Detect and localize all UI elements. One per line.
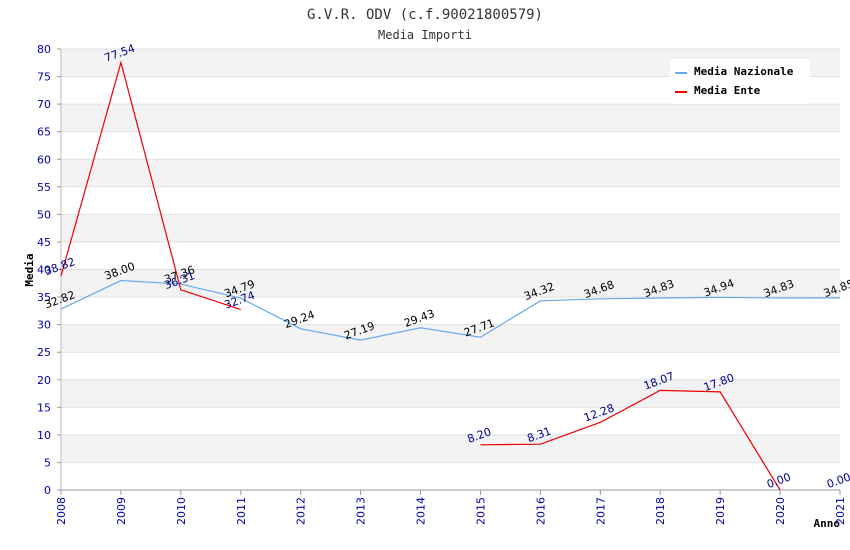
y-tick-label: 75 bbox=[37, 71, 51, 84]
grid-band bbox=[61, 379, 840, 408]
legend: Media Nazionale Media Ente bbox=[670, 59, 810, 104]
y-tick-label: 15 bbox=[37, 401, 51, 414]
x-tick-label: 2008 bbox=[55, 497, 68, 525]
x-tick-label: 2020 bbox=[774, 497, 787, 525]
x-ticks: 2008 2009 2010 2011 2012 2013 2014 2015 2016 2017… bbox=[55, 490, 847, 525]
x-axis-title: Anno bbox=[814, 517, 841, 530]
x-tick-label: 2015 bbox=[474, 497, 487, 525]
y-tick-label: 40 bbox=[37, 264, 51, 277]
y-tick-label: 10 bbox=[37, 429, 51, 442]
grid-band bbox=[61, 214, 840, 242]
x-tick-label: 2016 bbox=[534, 497, 547, 525]
series-line bbox=[60, 60, 241, 311]
x-tick-label: 2011 bbox=[235, 497, 248, 525]
y-tick-label: 65 bbox=[37, 126, 51, 139]
legend-label-ente: Media Ente bbox=[694, 84, 761, 97]
y-tick-label: 35 bbox=[37, 291, 51, 304]
x-tick-label: 2009 bbox=[115, 497, 128, 525]
y-tick-label: 55 bbox=[37, 181, 51, 194]
grid-bands bbox=[61, 49, 840, 463]
legend-box bbox=[670, 59, 810, 104]
y-axis-title: Media bbox=[23, 253, 36, 286]
y-tick-label: 60 bbox=[37, 153, 51, 166]
x-tick-label: 2012 bbox=[295, 497, 308, 525]
x-tick-label: 2013 bbox=[355, 497, 368, 525]
x-tick-label: 2010 bbox=[175, 497, 188, 525]
grid-band bbox=[61, 269, 840, 298]
series-line bbox=[480, 389, 781, 491]
grid-band bbox=[61, 434, 840, 463]
grid-band bbox=[61, 324, 840, 353]
chart-title: G.V.R. ODV (c.f.90021800579) bbox=[307, 7, 543, 23]
y-tick-label: 5 bbox=[44, 456, 51, 469]
y-tick-label: 30 bbox=[37, 319, 51, 332]
x-tick-label: 2021 bbox=[834, 497, 847, 525]
y-tick-label: 20 bbox=[37, 374, 51, 387]
series-line bbox=[60, 279, 841, 341]
grid-lines bbox=[61, 48, 840, 491]
y-tick-label: 80 bbox=[37, 43, 51, 56]
y-ticks: 0 5 10 15 20 25 30 35 40 45 50 55 60 65 70 75 80 bbox=[37, 43, 61, 497]
legend-label-national: Media Nazionale bbox=[694, 65, 794, 78]
grid-band bbox=[61, 159, 840, 187]
y-tick-label: 50 bbox=[37, 208, 51, 221]
series-lines bbox=[60, 60, 841, 491]
grid-band bbox=[61, 104, 840, 132]
x-tick-label: 2017 bbox=[594, 497, 607, 525]
y-tick-label: 45 bbox=[37, 236, 51, 249]
x-tick-label: 2014 bbox=[415, 497, 428, 525]
x-tick-label: 2018 bbox=[654, 497, 667, 525]
chart-subtitle: Media Importi bbox=[378, 28, 472, 42]
y-tick-label: 70 bbox=[37, 98, 51, 111]
x-tick-label: 2019 bbox=[714, 497, 727, 525]
data-label: 0.00 bbox=[825, 470, 850, 491]
y-tick-label: 0 bbox=[44, 484, 51, 497]
y-tick-label: 25 bbox=[37, 346, 51, 359]
